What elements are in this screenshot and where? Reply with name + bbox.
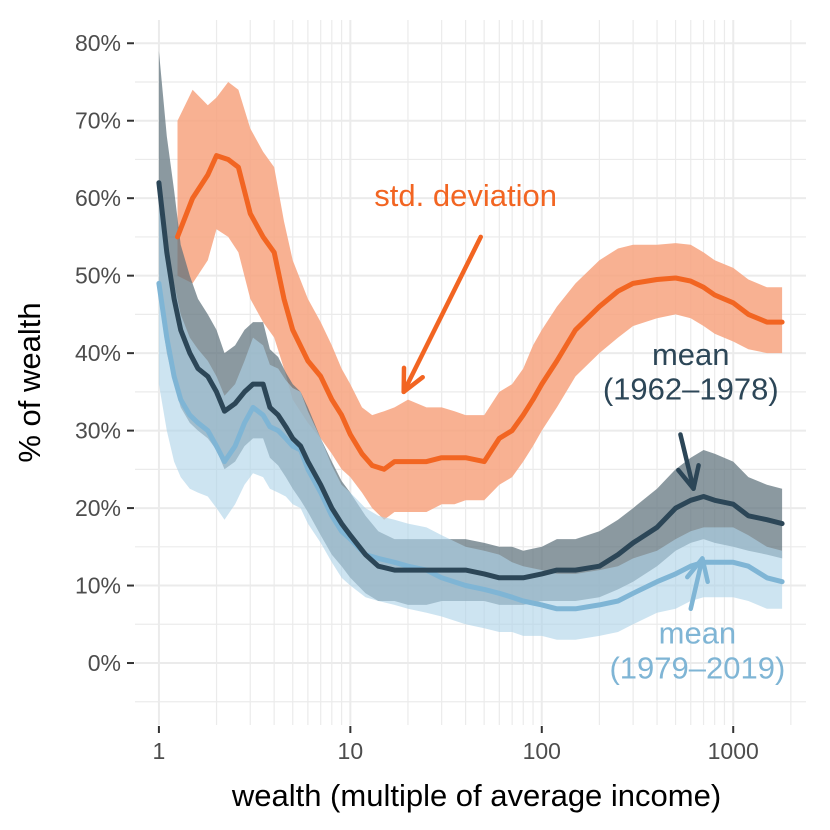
std-deviation-band: [177, 82, 783, 520]
annotation-label: std. deviation: [374, 178, 557, 213]
y-tick-label: 40%: [75, 340, 121, 366]
std-deviation-line: [175, 153, 785, 472]
y-tick-label: 20%: [75, 495, 121, 521]
annotation-label: (1962–1978): [603, 372, 779, 407]
series-lines: [156, 153, 785, 612]
annotation-label: mean: [659, 616, 737, 651]
mean-1979-2019-band: [158, 182, 783, 640]
annotation-arrows: [401, 234, 710, 612]
y-tick-label: 10%: [75, 573, 121, 599]
y-tick-label: 0%: [88, 650, 121, 676]
y-tick-label: 60%: [75, 185, 121, 211]
annotation-arrow-shaft: [401, 234, 484, 395]
y-tick-label: 80%: [75, 30, 121, 56]
axis-ticks: 0% 10% 20% 30% 40% 50% 60% 70% 80% 1 10 100 1000: [75, 30, 759, 764]
annotation-arrow-shaft: [678, 432, 696, 491]
y-tick-label: 70%: [75, 108, 121, 134]
confidence-bands: [158, 51, 783, 640]
y-axis-title: % of wealth: [12, 302, 47, 462]
y-tick-label: 50%: [75, 263, 121, 289]
annotation-label: mean: [652, 337, 730, 372]
x-tick-label: 10: [338, 738, 364, 764]
annotation-label: (1979–2019): [609, 651, 785, 686]
mean-1979-2019-line: [156, 280, 785, 612]
mean-1962-1978-line: [156, 180, 785, 581]
x-tick-label: 100: [523, 738, 561, 764]
annotations: std. deviationmean(1962–1978)mean(1979–2…: [374, 178, 785, 686]
annotation-arrow-head: [685, 556, 710, 585]
x-axis-title: wealth (multiple of average income): [231, 778, 721, 813]
x-tick-label: 1: [153, 738, 166, 764]
y-tick-label: 30%: [75, 418, 121, 444]
annotation-arrow-shaft: [688, 556, 705, 612]
x-tick-label: 1000: [708, 738, 759, 764]
annotation-arrow-head: [676, 463, 701, 491]
annotation-arrow-head: [401, 365, 425, 395]
